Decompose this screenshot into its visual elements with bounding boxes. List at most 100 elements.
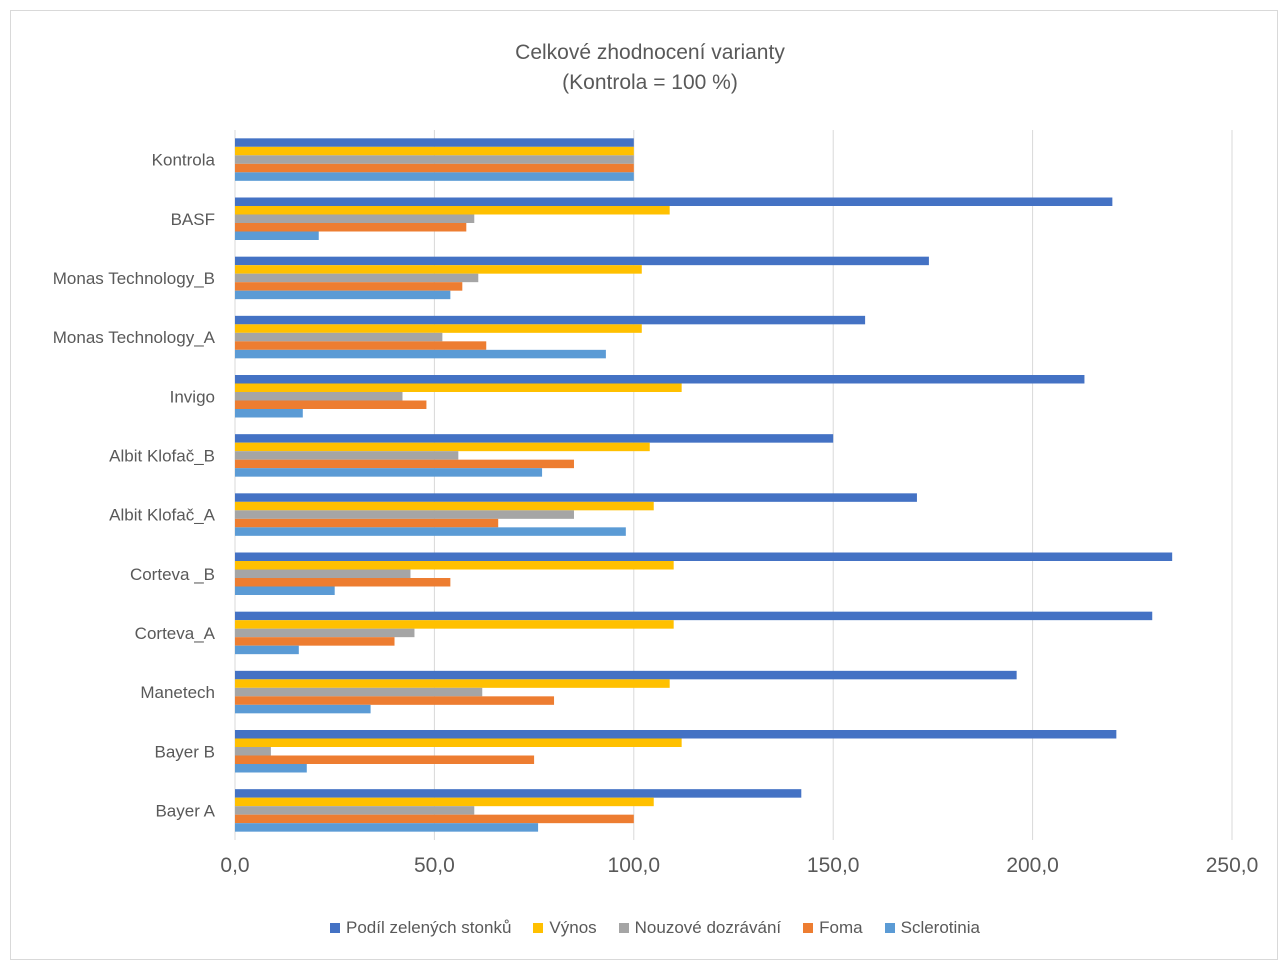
bar [235, 510, 574, 519]
bar [235, 578, 451, 587]
category-label: Albit Klofač_A [109, 506, 215, 525]
category-label: BASF [171, 210, 215, 229]
legend-item: Sclerotinia [884, 918, 980, 938]
bar [235, 814, 634, 824]
category-label: Monas Technology_B [53, 269, 215, 288]
bar [235, 341, 487, 350]
bar [235, 349, 606, 359]
bar [235, 637, 395, 646]
bar [235, 155, 634, 164]
category-label: Corteva_A [135, 624, 216, 643]
bar [235, 409, 303, 418]
bar [235, 806, 475, 815]
bar [235, 172, 634, 181]
x-tick-label: 0,0 [220, 854, 249, 877]
bar [235, 392, 403, 401]
chart-subtitle: (Kontrola = 100 %) [562, 71, 738, 94]
bar [235, 620, 674, 629]
category-label: Bayer A [155, 801, 215, 820]
bar [235, 670, 1017, 680]
bar [235, 223, 467, 232]
legend-swatch [618, 923, 629, 933]
bar [235, 332, 443, 342]
x-axis-labels: 0,0 50,0 100,0 150,0 200,0 250,0 [220, 854, 1258, 877]
legend-label: Nouzové dozrávání [634, 918, 782, 937]
x-tick-label: 100,0 [608, 854, 661, 877]
gridlines [234, 130, 1233, 840]
x-tick-label: 150,0 [807, 854, 860, 877]
bar [235, 138, 634, 147]
chart-title: Celkové zhodnocení varianty [515, 41, 785, 64]
bar [235, 256, 929, 266]
bar [235, 459, 574, 469]
legend-item: Nouzové dozrávání [618, 918, 782, 938]
bar [235, 823, 539, 832]
bar [235, 197, 1113, 206]
bar [235, 527, 626, 536]
legend-label: Sclerotinia [900, 918, 980, 937]
bar [235, 282, 463, 291]
bar [235, 628, 415, 638]
category-label: Manetech [140, 683, 215, 702]
category-label: Kontrola [152, 151, 216, 170]
bar [235, 552, 1173, 561]
bar [235, 375, 1085, 384]
y-axis-labels: Kontrola BASF Monas Technology_B Monas Tech… [53, 151, 216, 821]
bar [235, 315, 866, 325]
category-label: Bayer B [155, 742, 215, 761]
legend-label: Podíl zelených stonků [346, 918, 512, 937]
bar [235, 273, 479, 283]
bar [235, 561, 674, 570]
legend-swatch [803, 923, 814, 933]
x-tick-label: 50,0 [414, 854, 455, 877]
bar [235, 163, 634, 173]
bar [235, 324, 642, 333]
bar [235, 797, 654, 807]
bar [235, 696, 555, 705]
bar [235, 451, 459, 460]
bar [235, 569, 411, 578]
bars [235, 138, 1173, 832]
bar [235, 501, 654, 511]
bar [235, 764, 307, 773]
legend-swatch [533, 923, 544, 933]
bar [235, 442, 650, 452]
bar [235, 400, 427, 409]
bar [235, 755, 535, 764]
bar [235, 730, 1117, 739]
bar [235, 687, 483, 697]
bar [235, 586, 335, 595]
legend-item: Podíl zelených stonků [330, 918, 511, 938]
category-label: Invigo [170, 387, 215, 406]
category-label: Corteva _B [130, 565, 215, 584]
bar [235, 611, 1153, 621]
bar [235, 679, 670, 688]
legend-item: Výnos [533, 918, 597, 938]
bar [235, 738, 682, 747]
bar [235, 206, 670, 215]
legend-item: Foma [803, 918, 863, 938]
x-tick-label: 200,0 [1006, 854, 1059, 877]
legend-swatch [884, 923, 895, 933]
category-label: Monas Technology_A [53, 328, 216, 347]
bar [235, 290, 451, 300]
chart-title-block: Celkové zhodnocení varianty (Kontrola = … [0, 38, 1280, 98]
bar [235, 434, 834, 443]
bar [235, 645, 299, 655]
bar [235, 231, 319, 240]
bar [235, 493, 917, 502]
x-tick-label: 250,0 [1206, 854, 1259, 877]
legend: Podíl zelených stonků Výnos Nouzové dozr… [0, 918, 1280, 938]
bar [235, 146, 634, 156]
legend-swatch [330, 923, 341, 933]
category-label: Albit Klofač_B [109, 446, 215, 465]
bar [235, 468, 543, 477]
bar [235, 383, 682, 392]
legend-label: Výnos [549, 918, 597, 937]
bar [235, 518, 499, 528]
bar [235, 265, 642, 274]
bar [235, 789, 802, 798]
legend-label: Foma [819, 918, 863, 937]
bar [235, 747, 271, 756]
